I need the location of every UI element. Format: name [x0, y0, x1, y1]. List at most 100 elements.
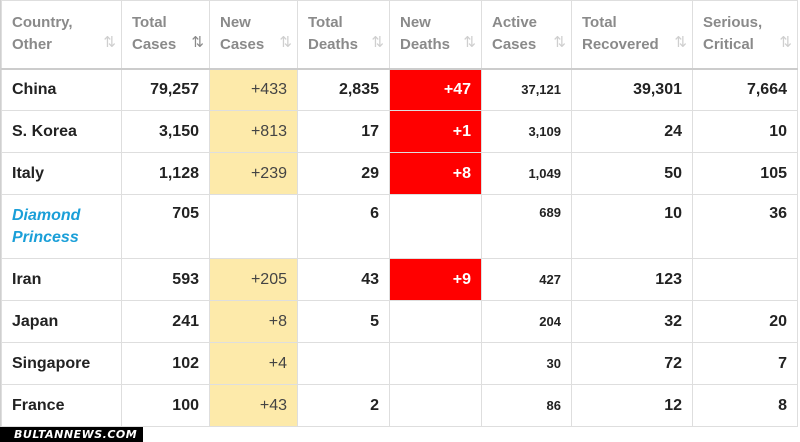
cell-total-deaths: 6: [297, 194, 390, 259]
country-link-diamond-princess[interactable]: Diamond Princess: [1, 194, 122, 259]
cell-total-deaths: 29: [297, 152, 390, 195]
cell-serious-critical: 10: [692, 110, 798, 153]
header-label-line2: Recovered: [582, 36, 659, 54]
column-header-country[interactable]: Country, Other ⇅: [1, 0, 122, 70]
cell-total-deaths: 5: [297, 300, 390, 343]
cell-total-deaths: 17: [297, 110, 390, 153]
cell-new-deaths: [389, 300, 482, 343]
header-label-line1: Country,: [12, 14, 73, 32]
column-header-new-cases[interactable]: New Cases ⇅: [209, 0, 298, 70]
cell-total-cases: 593: [121, 258, 210, 301]
table-row: Italy 1,128 +239 29 +8 1,049 50 105: [1, 152, 798, 195]
cell-new-cases: +43: [209, 384, 298, 427]
cell-country: Singapore: [1, 342, 122, 385]
cell-new-cases: +433: [209, 68, 298, 111]
cell-total-recovered: 32: [571, 300, 693, 343]
sort-arrows-icon[interactable]: ⇅: [191, 33, 203, 51]
cell-total-deaths: [297, 342, 390, 385]
column-header-new-deaths[interactable]: New Deaths ⇅: [389, 0, 482, 70]
column-header-total-deaths[interactable]: Total Deaths ⇅: [297, 0, 390, 70]
header-label-line1: Active: [492, 14, 538, 32]
table-header-row: Country, Other ⇅ Total Cases ⇅ New Cases ⇅ Total D…: [1, 0, 798, 70]
cell-serious-critical: 20: [692, 300, 798, 343]
cell-new-cases: +8: [209, 300, 298, 343]
cell-total-recovered: 50: [571, 152, 693, 195]
cell-active-cases: 30: [481, 342, 572, 385]
table-row: Singapore 102 +4 30 72 7: [1, 342, 798, 385]
table-row: France 100 +43 2 86 12 8: [1, 384, 798, 427]
cell-country: S. Korea: [1, 110, 122, 153]
sort-arrows-icon[interactable]: ⇅: [103, 33, 115, 51]
cell-total-cases: 1,128: [121, 152, 210, 195]
cell-active-cases: 689: [481, 194, 572, 259]
cell-country: Italy: [1, 152, 122, 195]
cell-new-cases: +4: [209, 342, 298, 385]
header-label-line2: Critical: [703, 36, 754, 54]
sort-arrows-icon[interactable]: ⇅: [371, 33, 383, 51]
sort-arrows-icon[interactable]: ⇅: [279, 33, 291, 51]
header-label-line2: Cases: [220, 36, 265, 54]
cell-country: Iran: [1, 258, 122, 301]
sort-arrows-icon[interactable]: ⇅: [779, 33, 791, 51]
cell-active-cases: 3,109: [481, 110, 572, 153]
cell-country: France: [1, 384, 122, 427]
header-label-line1: Total: [308, 14, 343, 32]
cell-total-recovered: 10: [571, 194, 693, 259]
cell-total-cases: 3,150: [121, 110, 210, 153]
header-label-line1: New: [220, 14, 251, 32]
cell-total-cases: 100: [121, 384, 210, 427]
table-row: China 79,257 +433 2,835 +47 37,121 39,301 7,664: [1, 68, 798, 111]
cell-new-deaths: [389, 194, 482, 259]
cell-serious-critical: 7: [692, 342, 798, 385]
coronavirus-stats-table: Country, Other ⇅ Total Cases ⇅ New Cases ⇅ Total D…: [1, 0, 798, 427]
header-label-line1: New: [400, 14, 431, 32]
cell-total-cases: 79,257: [121, 68, 210, 111]
cell-active-cases: 427: [481, 258, 572, 301]
cell-total-recovered: 123: [571, 258, 693, 301]
cell-total-cases: 102: [121, 342, 210, 385]
cell-new-cases: [209, 194, 298, 259]
column-header-total-cases[interactable]: Total Cases ⇅: [121, 0, 210, 70]
cell-serious-critical: 105: [692, 152, 798, 195]
cell-new-deaths: +47: [389, 68, 482, 111]
header-label-line2: Cases: [492, 36, 537, 54]
cell-new-deaths: +9: [389, 258, 482, 301]
table-row: Diamond Princess 705 6 689 10 36: [1, 194, 798, 259]
column-header-active-cases[interactable]: Active Cases ⇅: [481, 0, 572, 70]
cell-active-cases: 204: [481, 300, 572, 343]
table-row: Japan 241 +8 5 204 32 20: [1, 300, 798, 343]
cell-serious-critical: [692, 258, 798, 301]
column-header-serious-critical[interactable]: Serious, Critical ⇅: [692, 0, 798, 70]
header-label-line2: Other: [12, 36, 53, 54]
header-label-line2: Deaths: [308, 36, 359, 54]
header-label-line2: Cases: [132, 36, 177, 54]
cell-new-cases: +205: [209, 258, 298, 301]
cell-new-cases: +239: [209, 152, 298, 195]
cell-total-deaths: 43: [297, 258, 390, 301]
cell-new-deaths: +1: [389, 110, 482, 153]
cell-active-cases: 37,121: [481, 68, 572, 111]
cell-serious-critical: 7,664: [692, 68, 798, 111]
cell-total-deaths: 2: [297, 384, 390, 427]
cell-serious-critical: 8: [692, 384, 798, 427]
sort-arrows-icon[interactable]: ⇅: [463, 33, 475, 51]
cell-total-deaths: 2,835: [297, 68, 390, 111]
header-label-line1: Total: [582, 14, 617, 32]
table-body: China 79,257 +433 2,835 +47 37,121 39,301 7,664…: [1, 68, 798, 427]
watermark-label: BULTANNEWS.COM: [0, 427, 144, 442]
column-header-total-recovered[interactable]: Total Recovered ⇅: [571, 0, 693, 70]
cell-country: Japan: [1, 300, 122, 343]
cell-country: China: [1, 68, 122, 111]
cell-total-cases: 705: [121, 194, 210, 259]
cell-total-recovered: 72: [571, 342, 693, 385]
cell-serious-critical: 36: [692, 194, 798, 259]
cell-active-cases: 1,049: [481, 152, 572, 195]
cell-new-cases: +813: [209, 110, 298, 153]
sort-arrows-icon[interactable]: ⇅: [553, 33, 565, 51]
sort-arrows-icon[interactable]: ⇅: [674, 33, 686, 51]
header-label-line2: Deaths: [400, 36, 451, 54]
cell-total-recovered: 24: [571, 110, 693, 153]
header-label-line1: Total: [132, 14, 167, 32]
table-row: Iran 593 +205 43 +9 427 123: [1, 258, 798, 301]
